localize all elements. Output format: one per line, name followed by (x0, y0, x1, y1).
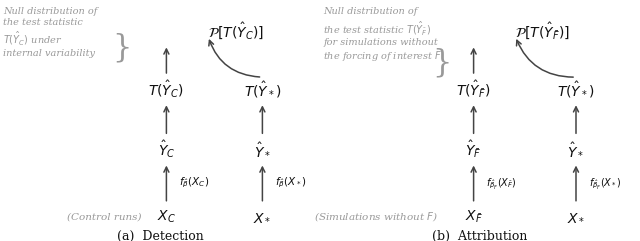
Text: $f_{\hat{\beta}_F}(X_*)$: $f_{\hat{\beta}_F}(X_*)$ (589, 176, 621, 191)
Text: $\hat{Y}_*$: $\hat{Y}_*$ (254, 141, 271, 158)
Text: $\hat{Y}_C$: $\hat{Y}_C$ (157, 139, 175, 160)
Text: $T(\hat{Y}_*)$: $T(\hat{Y}_*)$ (557, 79, 595, 99)
Text: $\mathcal{P}[T(\hat{Y}_{\bar{F}})]$: $\mathcal{P}[T(\hat{Y}_{\bar{F}})]$ (515, 21, 570, 42)
Text: (Control runs): (Control runs) (67, 212, 141, 221)
Text: $T(\hat{Y}_C)$: $T(\hat{Y}_C)$ (148, 78, 184, 100)
Text: $f_{\hat{\beta}_F}(X_{\bar{F}})$: $f_{\hat{\beta}_F}(X_{\bar{F}})$ (486, 176, 517, 191)
Text: $f_{\hat{\beta}}(X_*)$: $f_{\hat{\beta}}(X_*)$ (275, 176, 307, 190)
Text: }: } (432, 47, 451, 78)
Text: $\hat{Y}_{\bar{F}}$: $\hat{Y}_{\bar{F}}$ (465, 139, 482, 160)
Text: }: } (112, 33, 131, 64)
Text: $X_*$: $X_*$ (253, 210, 271, 224)
Text: $f_{\hat{\beta}}(X_C)$: $f_{\hat{\beta}}(X_C)$ (179, 176, 209, 190)
Text: (Simulations without $F$): (Simulations without $F$) (314, 210, 438, 223)
Text: $X_C$: $X_C$ (157, 209, 176, 225)
Text: $\mathcal{P}[T(\hat{Y}_C)]$: $\mathcal{P}[T(\hat{Y}_C)]$ (208, 21, 264, 42)
Text: $T(\hat{Y}_{\bar{F}})$: $T(\hat{Y}_{\bar{F}})$ (456, 78, 491, 100)
Text: (a)  Detection: (a) Detection (116, 230, 204, 241)
Text: $X_*$: $X_*$ (567, 210, 585, 224)
Text: $X_{\bar{F}}$: $X_{\bar{F}}$ (465, 209, 483, 225)
Text: Null distribution of
the test statistic $T(\hat{Y}_{\bar{F}})$
for simulations w: Null distribution of the test statistic … (323, 7, 442, 63)
Text: (b)  Attribution: (b) Attribution (432, 230, 528, 241)
Text: $\hat{Y}_*$: $\hat{Y}_*$ (568, 141, 584, 158)
Text: Null distribution of
the test statistic
$T(\hat{Y}_C)$ under
internal variabilit: Null distribution of the test statistic … (3, 7, 97, 58)
Text: $T(\hat{Y}_*)$: $T(\hat{Y}_*)$ (244, 79, 281, 99)
